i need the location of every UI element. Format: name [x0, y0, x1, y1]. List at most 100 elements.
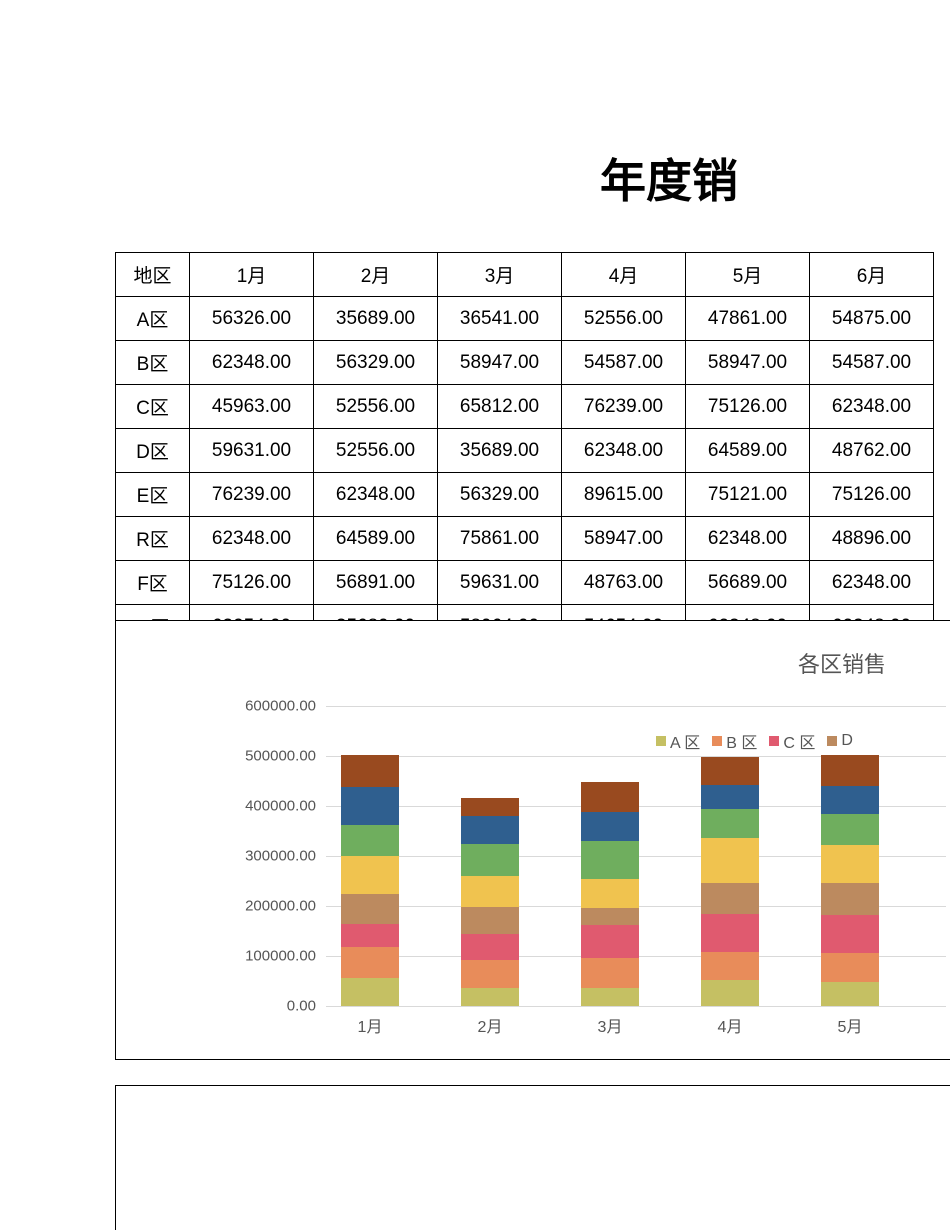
- header-month: 2月: [314, 253, 438, 297]
- x-axis-label: 4月: [701, 1013, 759, 1037]
- bar-segment: [341, 856, 399, 894]
- x-axis-label: 2月: [461, 1013, 519, 1037]
- bar-segment: [341, 825, 399, 856]
- cell-value: 52556.00: [314, 429, 438, 473]
- cell-value: 56891.00: [314, 561, 438, 605]
- bar-segment: [701, 809, 759, 838]
- bar-group: [701, 757, 759, 1006]
- cell-value: 62348.00: [190, 341, 314, 385]
- header-region: 地区: [116, 253, 190, 297]
- cell-value: 59631.00: [190, 429, 314, 473]
- bar-segment: [701, 757, 759, 784]
- bar-segment: [461, 960, 519, 988]
- bar-segment: [701, 838, 759, 883]
- table-row: A区56326.0035689.0036541.0052556.0047861.…: [116, 297, 934, 341]
- bar-segment: [341, 978, 399, 1006]
- cell-value: 75126.00: [190, 561, 314, 605]
- cell-region: B区: [116, 341, 190, 385]
- bar-segment: [341, 924, 399, 947]
- cell-value: 36541.00: [438, 297, 562, 341]
- bar-segment: [581, 812, 639, 842]
- table-header-row: 地区 1月 2月 3月 4月 5月 6月: [116, 253, 934, 297]
- cell-value: 58947.00: [686, 341, 810, 385]
- x-axis-label: 1月: [341, 1013, 399, 1037]
- bar-segment: [701, 952, 759, 979]
- chart-plot-area: 0.00100000.00200000.00300000.00400000.00…: [326, 706, 946, 1006]
- cell-value: 54587.00: [562, 341, 686, 385]
- cell-value: 62348.00: [190, 517, 314, 561]
- y-axis-label: 400000.00: [206, 798, 316, 815]
- cell-value: 35689.00: [314, 297, 438, 341]
- cell-region: R区: [116, 517, 190, 561]
- cell-value: 76239.00: [562, 385, 686, 429]
- grid-line: [326, 1006, 946, 1007]
- header-month: 3月: [438, 253, 562, 297]
- bar-group: [461, 798, 519, 1006]
- cell-value: 75126.00: [686, 385, 810, 429]
- page-title: 年度销: [600, 145, 738, 211]
- y-axis-label: 500000.00: [206, 748, 316, 765]
- bar-segment: [581, 925, 639, 958]
- cell-value: 54875.00: [810, 297, 934, 341]
- bar-segment: [821, 755, 879, 786]
- bar-segment: [461, 907, 519, 933]
- bar-segment: [581, 908, 639, 926]
- bar-segment: [581, 988, 639, 1006]
- cell-value: 62348.00: [810, 561, 934, 605]
- cell-region: E区: [116, 473, 190, 517]
- header-month: 1月: [190, 253, 314, 297]
- bar-segment: [461, 934, 519, 960]
- bar-segment: [701, 980, 759, 1006]
- cell-value: 52556.00: [314, 385, 438, 429]
- bar-segment: [821, 953, 879, 982]
- cell-region: F区: [116, 561, 190, 605]
- cell-value: 76239.00: [190, 473, 314, 517]
- cell-value: 52556.00: [562, 297, 686, 341]
- chart-title: 各区销售: [798, 647, 886, 679]
- bar-segment: [581, 782, 639, 811]
- bar-segment: [341, 755, 399, 787]
- cell-value: 64589.00: [686, 429, 810, 473]
- cell-value: 89615.00: [562, 473, 686, 517]
- bar-segment: [341, 894, 399, 924]
- table-row: B区62348.0056329.0058947.0054587.0058947.…: [116, 341, 934, 385]
- bar-segment: [461, 844, 519, 876]
- table-row: C区45963.0052556.0065812.0076239.0075126.…: [116, 385, 934, 429]
- header-month: 4月: [562, 253, 686, 297]
- cell-region: D区: [116, 429, 190, 473]
- table-row: R区62348.0064589.0075861.0058947.0062348.…: [116, 517, 934, 561]
- cell-value: 62348.00: [562, 429, 686, 473]
- cell-value: 48763.00: [562, 561, 686, 605]
- y-axis-label: 100000.00: [206, 948, 316, 965]
- bar-segment: [821, 883, 879, 915]
- cell-value: 48896.00: [810, 517, 934, 561]
- cell-region: C区: [116, 385, 190, 429]
- cell-value: 56329.00: [314, 341, 438, 385]
- bar-segment: [821, 845, 879, 883]
- bar-segment: [461, 876, 519, 907]
- bar-segment: [821, 982, 879, 1006]
- cell-value: 58947.00: [562, 517, 686, 561]
- cell-value: 62348.00: [810, 385, 934, 429]
- bar-segment: [341, 947, 399, 978]
- cell-value: 47861.00: [686, 297, 810, 341]
- header-month: 6月: [810, 253, 934, 297]
- cell-value: 56326.00: [190, 297, 314, 341]
- cell-value: 45963.00: [190, 385, 314, 429]
- y-axis-label: 300000.00: [206, 848, 316, 865]
- stacked-bar-chart: 各区销售 A 区B 区C 区D 0.00100000.00200000.0030…: [115, 620, 950, 1060]
- y-axis-label: 600000.00: [206, 698, 316, 715]
- header-month: 5月: [686, 253, 810, 297]
- cell-value: 65812.00: [438, 385, 562, 429]
- bar-segment: [581, 841, 639, 879]
- bar-segment: [341, 787, 399, 825]
- cell-value: 56689.00: [686, 561, 810, 605]
- cell-value: 64589.00: [314, 517, 438, 561]
- cell-region: A区: [116, 297, 190, 341]
- cell-value: 62348.00: [686, 517, 810, 561]
- empty-panel: [115, 1085, 950, 1230]
- cell-value: 35689.00: [438, 429, 562, 473]
- cell-value: 59631.00: [438, 561, 562, 605]
- bar-group: [581, 782, 639, 1006]
- bar-group: [341, 755, 399, 1006]
